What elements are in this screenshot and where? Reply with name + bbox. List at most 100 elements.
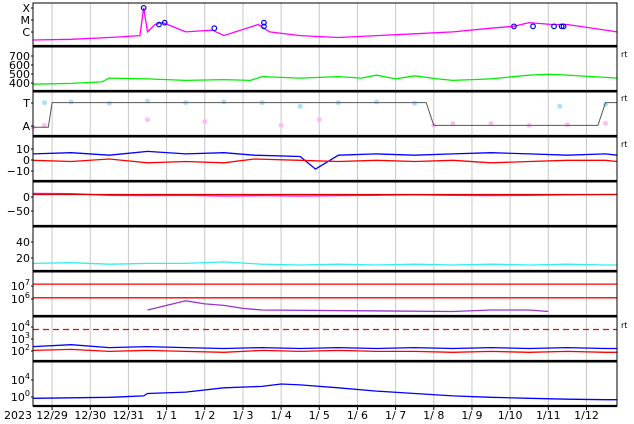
point-polarity-0-9 — [374, 99, 380, 105]
y-tick-label: 106 — [11, 291, 30, 306]
marker-flare-2 — [161, 19, 168, 26]
y-tick-label: 10 — [16, 143, 30, 156]
y-tick-label: 20 — [16, 252, 30, 265]
right-marker-bz: rt — [621, 140, 627, 149]
x-tick-label: 12/31 — [113, 409, 145, 422]
point-polarity-1-3 — [202, 119, 208, 125]
series-bz-0 — [32, 150, 618, 170]
marker-flare-9 — [558, 23, 565, 30]
panel-bx: 0−50 — [7, 181, 618, 228]
x-tick-label: 1/ 7 — [385, 409, 406, 422]
x-tick-label: 1/ 3 — [232, 409, 253, 422]
y-tick-label: 107 — [11, 278, 30, 293]
x-tick-label: 1/ 6 — [347, 409, 368, 422]
series-bx-0 — [32, 192, 617, 197]
point-polarity-1-11 — [603, 121, 609, 126]
panel-frame — [32, 91, 618, 137]
point-polarity-0-11 — [557, 103, 563, 109]
series-xray-0 — [32, 383, 617, 401]
panel-frame — [32, 361, 618, 407]
series-proton-2 — [32, 348, 617, 353]
marker-flare-7 — [530, 23, 536, 30]
y-tick-label: 40 — [16, 236, 30, 249]
x-tick-label: 1/ 1 — [156, 409, 177, 422]
y-tick-label: X — [22, 2, 30, 15]
marker-flare-0 — [140, 4, 147, 11]
y-tick-label: 103 — [11, 331, 30, 346]
point-polarity-1-5 — [316, 117, 322, 123]
panel-polarity: TA — [22, 91, 618, 138]
point-polarity-0-10 — [412, 100, 418, 106]
series-speed-0 — [32, 73, 618, 85]
marker-flare-10 — [560, 23, 567, 30]
y-tick-label: 600 — [9, 59, 30, 72]
y-tick-label: 0 — [23, 191, 30, 204]
y-tick-label: 100 — [11, 389, 30, 404]
x-tick-label: 1/ 4 — [271, 409, 292, 422]
y-tick-label: A — [22, 120, 30, 133]
marker-flare-5 — [261, 23, 267, 30]
point-polarity-1-10 — [564, 122, 570, 128]
y-tick-label: 104 — [11, 372, 30, 387]
y-tick-label: 400 — [9, 77, 30, 90]
point-polarity-0-7 — [297, 103, 303, 109]
series-bz-1 — [32, 158, 618, 164]
panel-frame — [32, 316, 618, 362]
x-tick-label: 12/29 — [36, 409, 68, 422]
point-polarity-1-2 — [145, 117, 151, 123]
point-polarity-1-7 — [450, 121, 456, 126]
series-proton-1 — [32, 344, 617, 350]
right-marker-proton: rt — [621, 321, 627, 330]
x-tick-label: 12/30 — [74, 409, 106, 422]
series-electron-0 — [147, 300, 549, 313]
series-polarity-2 — [33, 102, 617, 128]
marker-flare-8 — [551, 23, 557, 30]
x-tick-label: 1/11 — [536, 409, 561, 422]
series-flare-0 — [32, 7, 618, 41]
panel-bz: 100−10 — [7, 136, 618, 183]
right-marker-polarity: rt — [621, 94, 627, 103]
y-tick-label: 500 — [9, 68, 30, 81]
marker-flare-1 — [156, 21, 162, 28]
y-tick-label: −50 — [7, 205, 30, 218]
point-polarity-0-1 — [68, 99, 74, 105]
point-polarity-1-8 — [488, 121, 494, 126]
y-tick-label: −10 — [7, 165, 30, 178]
marker-flare-4 — [261, 19, 267, 26]
point-polarity-0-0 — [41, 100, 47, 106]
y-tick-label: T — [22, 97, 30, 110]
x-tick-label: 1/10 — [498, 409, 523, 422]
x-tick-label: 1/12 — [574, 409, 599, 422]
marker-flare-6 — [511, 23, 517, 30]
right-marker-speed: rt — [621, 50, 627, 59]
chart-panels: XMC700600500400TA100−100−504020107106104… — [7, 2, 627, 408]
y-tick-label: 700 — [9, 50, 30, 63]
x-axis: 2023 12/29 12/30 12/31 1/ 1 1/ 2 1/ 3 1/ 4 1/ 5… — [4, 406, 599, 422]
panel-flare: XMC — [21, 2, 618, 48]
marker-flare-3 — [211, 25, 218, 32]
panel-frame — [32, 181, 618, 227]
y-tick-label: C — [22, 26, 30, 39]
series-temperature-0 — [32, 261, 617, 266]
x-tick-label: 1/ 8 — [423, 409, 444, 422]
y-tick-label: 0 — [23, 154, 30, 167]
y-tick-label: M — [21, 14, 31, 27]
panel-frame — [32, 2, 618, 47]
panel-frame — [32, 136, 618, 182]
x-start-label: 2023 — [4, 409, 32, 422]
y-tick-label: 102 — [11, 343, 30, 358]
y-tick-label: 104 — [11, 319, 30, 334]
point-polarity-0-5 — [221, 99, 227, 105]
x-tick-label: 1/ 5 — [309, 409, 330, 422]
point-polarity-1-1 — [41, 122, 47, 128]
panel-frame — [32, 46, 618, 92]
x-tick-label: 1/ 9 — [461, 409, 482, 422]
point-polarity-1-4 — [278, 122, 284, 128]
point-polarity-0-2 — [106, 100, 112, 106]
x-tick-label: 1/ 2 — [194, 409, 215, 422]
